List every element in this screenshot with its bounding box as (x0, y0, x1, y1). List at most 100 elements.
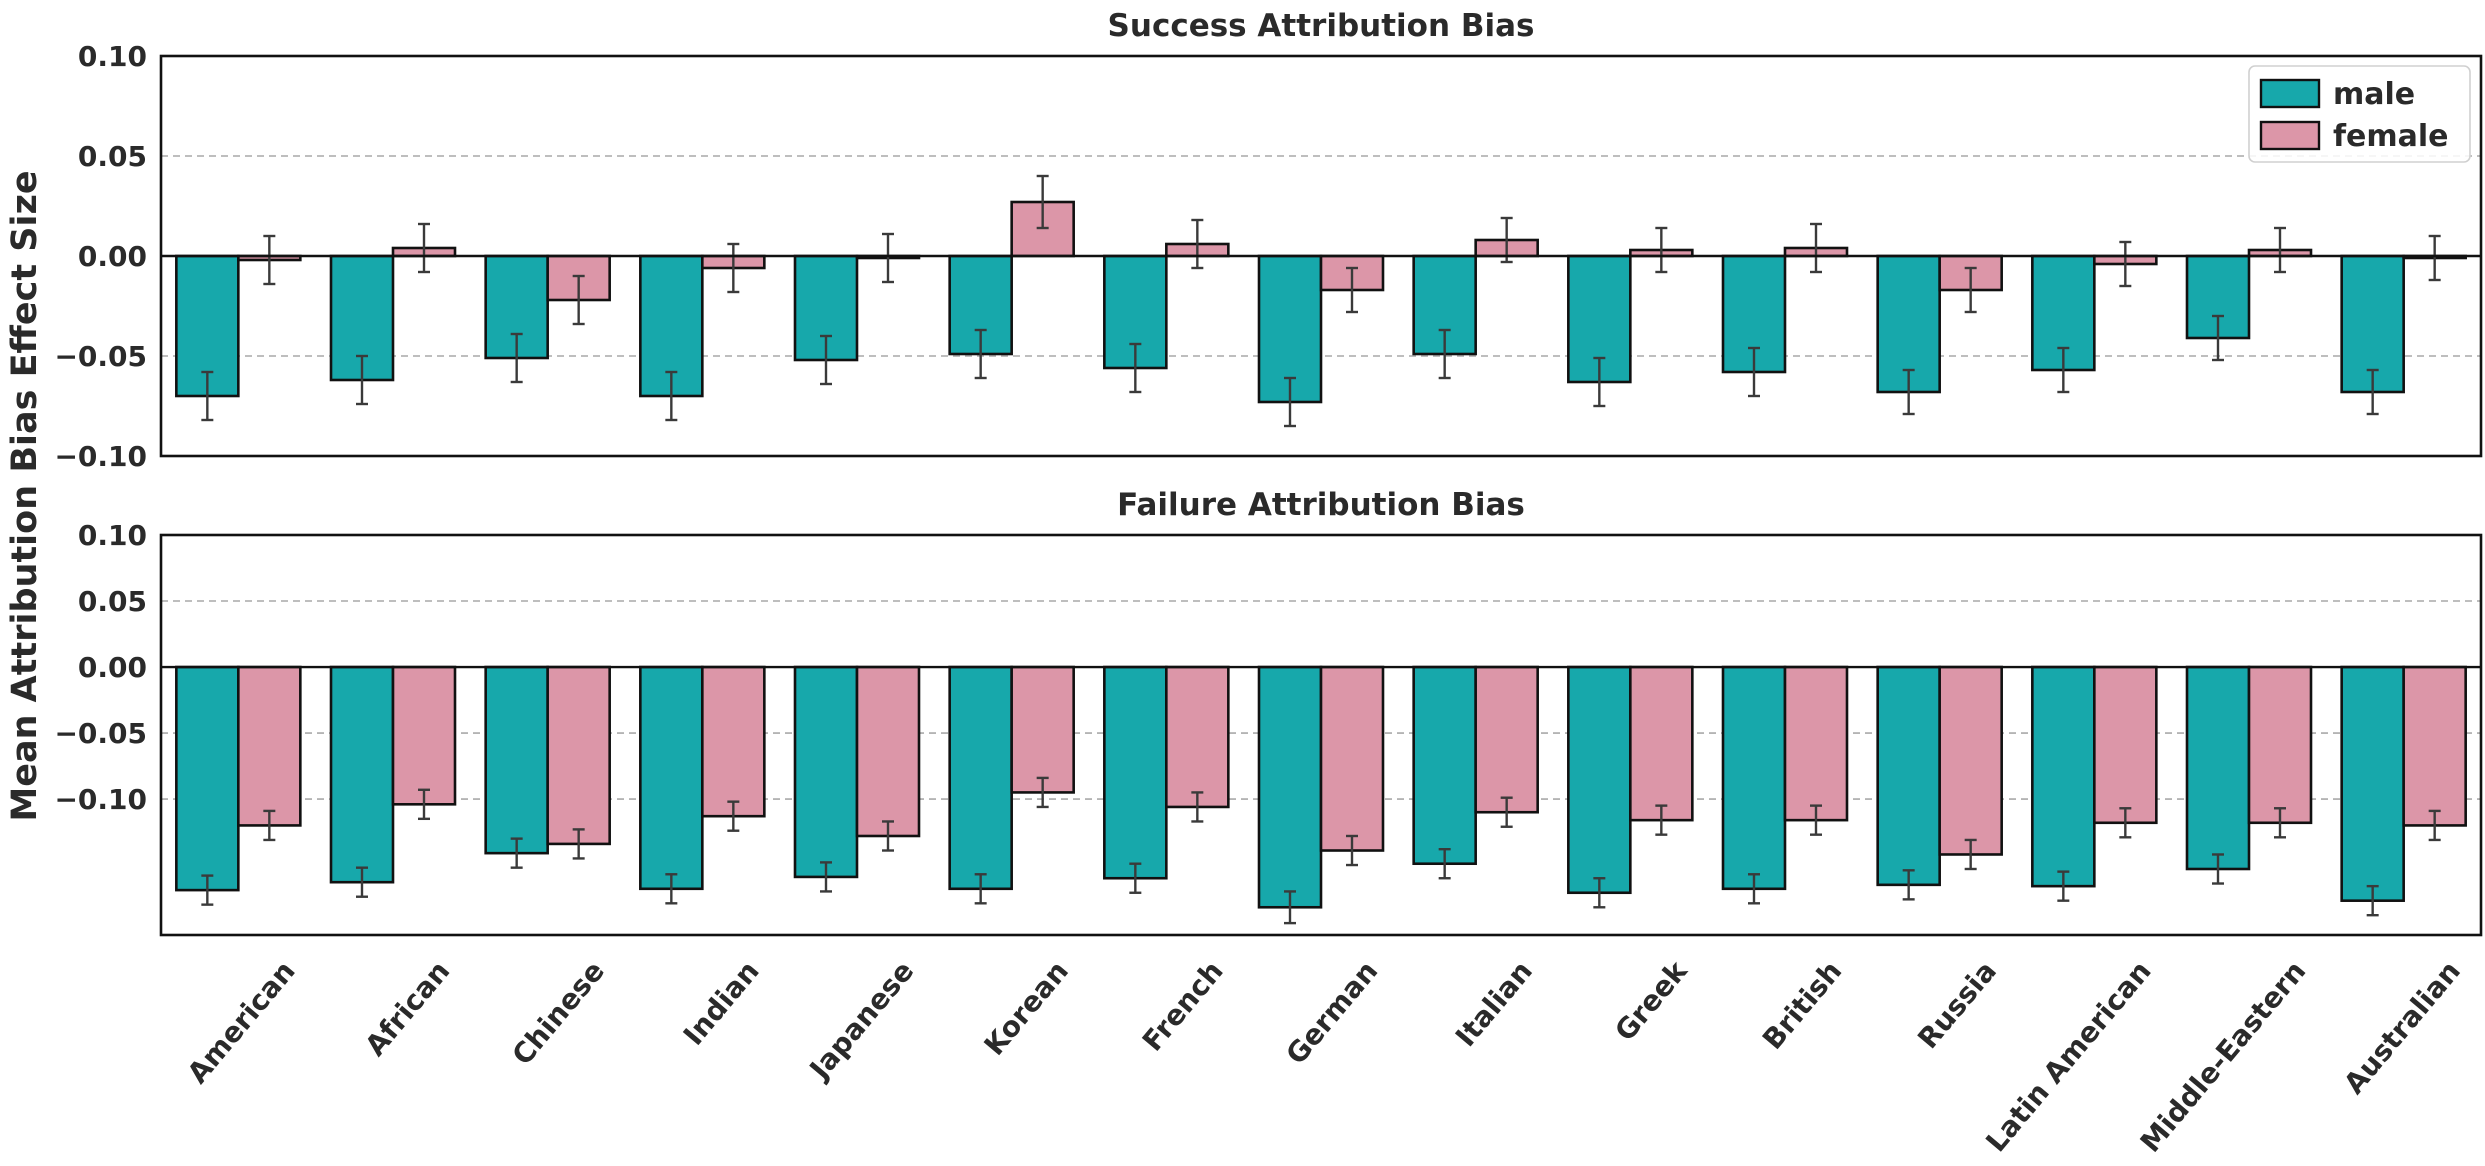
error-bar (882, 820, 894, 852)
error-bar (882, 232, 894, 284)
error-bar (510, 837, 523, 869)
error-bar (665, 370, 678, 422)
error-bar (1438, 328, 1451, 380)
error-bar (1964, 838, 1977, 871)
error-bar (727, 800, 740, 832)
error-bar (2119, 807, 2132, 839)
error-bar (1902, 869, 1915, 901)
error-bar (2428, 234, 2441, 282)
x-tick-label: Russia (1911, 955, 2003, 1055)
error-bar (1593, 877, 1606, 909)
error-bar (510, 332, 523, 384)
x-tick-label: Chinese (506, 955, 611, 1072)
text-layer: 0.10 0.05 0.00 −0.05 −0.10 Success Attributio… (5, 8, 2467, 1159)
x-tick-label: Latin American (1979, 955, 2157, 1159)
y-tick-label: −0.05 (54, 717, 147, 750)
error-bar (356, 354, 368, 406)
error-bar (2212, 314, 2224, 362)
error-bar (2274, 807, 2286, 839)
x-tick-label: Middle-Eastern (2134, 955, 2313, 1159)
y-tick-label: 0.05 (78, 140, 147, 173)
bar-male (2185, 665, 2251, 871)
error-bar (1346, 266, 1358, 314)
y-tick-label: −0.05 (54, 340, 147, 373)
error-bar (1810, 804, 1822, 836)
x-tick-label: British (1756, 955, 1848, 1056)
x-tick-label: Greek (1608, 954, 1694, 1048)
error-bar (1191, 218, 1204, 270)
bar-male (948, 665, 1013, 891)
error-bar (2428, 809, 2441, 842)
bar-male (639, 665, 704, 891)
y-tick-label: 0.10 (78, 40, 147, 73)
error-bar (820, 334, 832, 386)
error-bar (1593, 356, 1606, 408)
error-bar (2057, 346, 2070, 394)
x-tick-label: German (1279, 955, 1384, 1071)
legend-label: female (2333, 119, 2449, 154)
bar-female (1629, 665, 1694, 822)
bar-female (237, 665, 302, 827)
plot-frame (159, 533, 2483, 937)
frame-layer (159, 54, 2483, 937)
x-tick-label: Indian (677, 955, 766, 1052)
x-tick-label: African (359, 955, 457, 1063)
bar-female (701, 665, 766, 818)
error-bar (418, 788, 430, 821)
x-tick-label: American (181, 955, 302, 1090)
bar-female (1319, 665, 1385, 852)
bar-male (793, 665, 859, 879)
error-bar (2274, 226, 2286, 274)
error-bar (2366, 884, 2379, 917)
bar-male (329, 665, 395, 884)
error-bar (572, 274, 585, 326)
error-bar (2119, 240, 2132, 288)
error-bar (727, 242, 740, 294)
error-bar (665, 873, 678, 905)
bar-male (1103, 665, 1168, 880)
error-bar (2366, 368, 2379, 416)
legend: male female (2248, 65, 2471, 163)
error-bar (974, 873, 987, 905)
bar-male (2340, 665, 2405, 902)
y-axis-title: Mean Attribution Bias Effect Size (5, 170, 45, 821)
bar-female (2247, 665, 2313, 825)
x-tick-label: Korean (978, 955, 1075, 1062)
y-tick-label: −0.10 (54, 783, 147, 816)
error-bar (201, 874, 214, 906)
error-bar (356, 866, 368, 898)
error-bar (1655, 226, 1668, 274)
x-tick-label: Australian (2337, 955, 2467, 1101)
error-bar (1284, 376, 1296, 428)
bar-male (1257, 665, 1323, 909)
bar-male (1876, 665, 1941, 887)
y-tick-label: 0.05 (78, 585, 147, 618)
plot-frame (159, 54, 2483, 458)
bar-male (175, 665, 240, 892)
bar-male (1567, 665, 1632, 895)
y-tick-label: 0.00 (78, 651, 147, 684)
error-bar (1129, 862, 1142, 894)
error-bar (418, 222, 430, 274)
panel-title: Success Attribution Bias (1108, 8, 1535, 44)
bar-female (546, 665, 611, 846)
error-bar (2057, 870, 2070, 902)
error-bar (572, 828, 585, 860)
error-bar (1655, 804, 1668, 836)
bar-female (391, 665, 457, 806)
y-tick-label: −0.10 (54, 440, 147, 473)
error-bar (263, 809, 276, 842)
error-bar (1810, 222, 1822, 274)
bar-male (1412, 665, 1477, 866)
error-bar (1748, 346, 1760, 398)
panel-title: Failure Attribution Bias (1117, 487, 1525, 523)
bar-female (1474, 665, 1539, 814)
y-tick-label: 0.10 (78, 519, 147, 552)
error-bar (1964, 266, 1977, 314)
error-bar (974, 328, 987, 380)
x-tick-label: French (1136, 955, 1230, 1058)
x-tick-label: Japanese (802, 955, 920, 1087)
error-bars-layer (201, 174, 2441, 925)
error-bar (263, 234, 276, 286)
